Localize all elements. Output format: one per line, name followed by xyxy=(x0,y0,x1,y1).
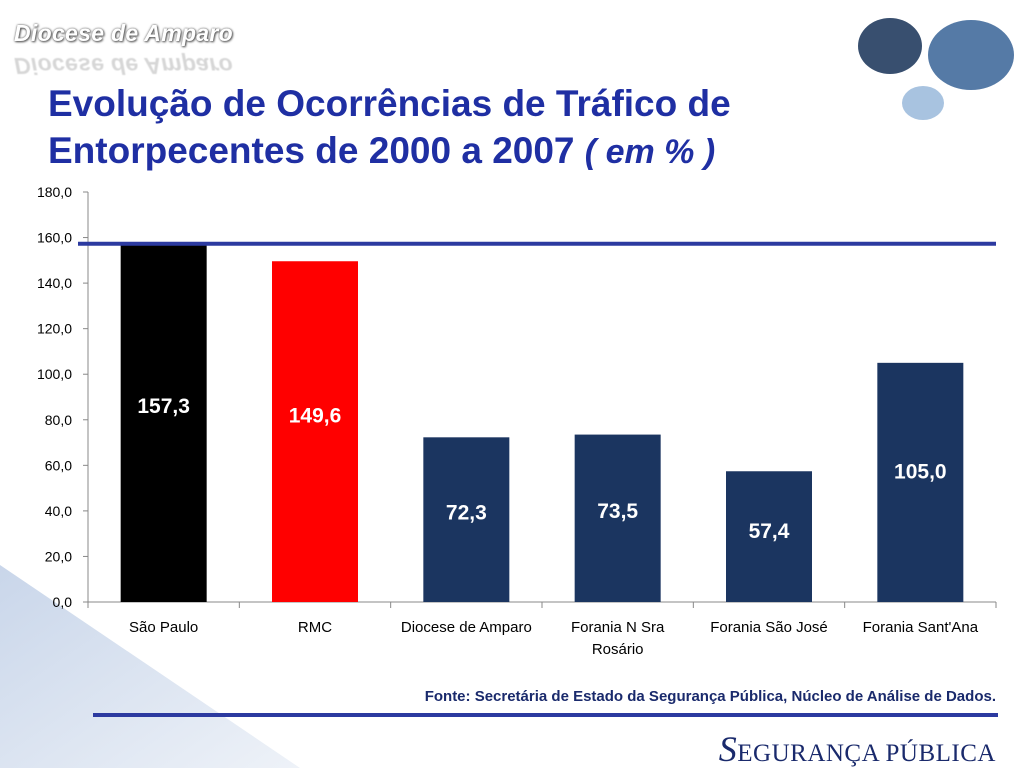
data-label: 157,3 xyxy=(137,395,190,418)
decor-circle-dark xyxy=(858,18,922,74)
y-tick-label: 0,0 xyxy=(53,594,73,610)
footer-brand-rest: EGURANÇA PÚBLICA xyxy=(737,740,996,767)
footer-rule xyxy=(93,713,998,717)
bar-chart: 0,0 20,0 40,0 60,0 80,0 100,0 120,0 140,0 160,0 1… xyxy=(37,184,997,658)
y-tick-label: 140,0 xyxy=(37,275,72,291)
y-tick-label: 180,0 xyxy=(37,184,72,200)
data-label: 73,5 xyxy=(597,500,638,523)
data-label: 149,6 xyxy=(289,405,342,428)
decor-circle-medium xyxy=(928,20,1014,90)
footer-brand-initial: S xyxy=(718,729,738,769)
slide-title-main: Evolução de Ocorrências de Tráfico de En… xyxy=(48,83,731,171)
bar xyxy=(272,261,358,602)
x-category-label: Forania São José xyxy=(710,619,828,636)
decor-circle-light xyxy=(902,86,944,120)
x-category-label: Forania Sant'Ana xyxy=(863,619,979,636)
data-label: 105,0 xyxy=(894,460,947,483)
slide-title: Evolução de Ocorrências de Tráfico de En… xyxy=(48,80,908,176)
y-tick-label: 120,0 xyxy=(37,321,72,337)
y-tick-label: 160,0 xyxy=(37,230,72,246)
source-note: Fonte: Secretária de Estado da Segurança… xyxy=(424,688,996,705)
bar xyxy=(877,362,964,602)
y-tick-label: 20,0 xyxy=(45,548,72,564)
data-label: 72,3 xyxy=(446,501,487,524)
x-category-label: Diocese de Amparo xyxy=(401,619,532,636)
data-label: 57,4 xyxy=(749,520,790,543)
bar xyxy=(574,434,661,602)
bar xyxy=(120,243,207,602)
x-category-label: RMC xyxy=(298,619,332,636)
x-category-label: São Paulo xyxy=(129,619,198,636)
bar xyxy=(423,437,510,602)
x-category-label: Rosário xyxy=(592,641,644,658)
brand-logo-text: Diocese de Amparo xyxy=(14,20,233,46)
y-tick-label: 80,0 xyxy=(45,412,72,428)
slide-title-unit: ( em % ) xyxy=(584,133,716,171)
y-tick-label: 60,0 xyxy=(45,457,72,473)
y-tick-label: 100,0 xyxy=(37,366,72,382)
y-tick-label: 40,0 xyxy=(45,503,72,519)
x-category-label: Forania N Sra xyxy=(571,619,665,636)
footer-brand: SEGURANÇA PÚBLICA xyxy=(719,728,996,770)
bar xyxy=(726,471,812,602)
